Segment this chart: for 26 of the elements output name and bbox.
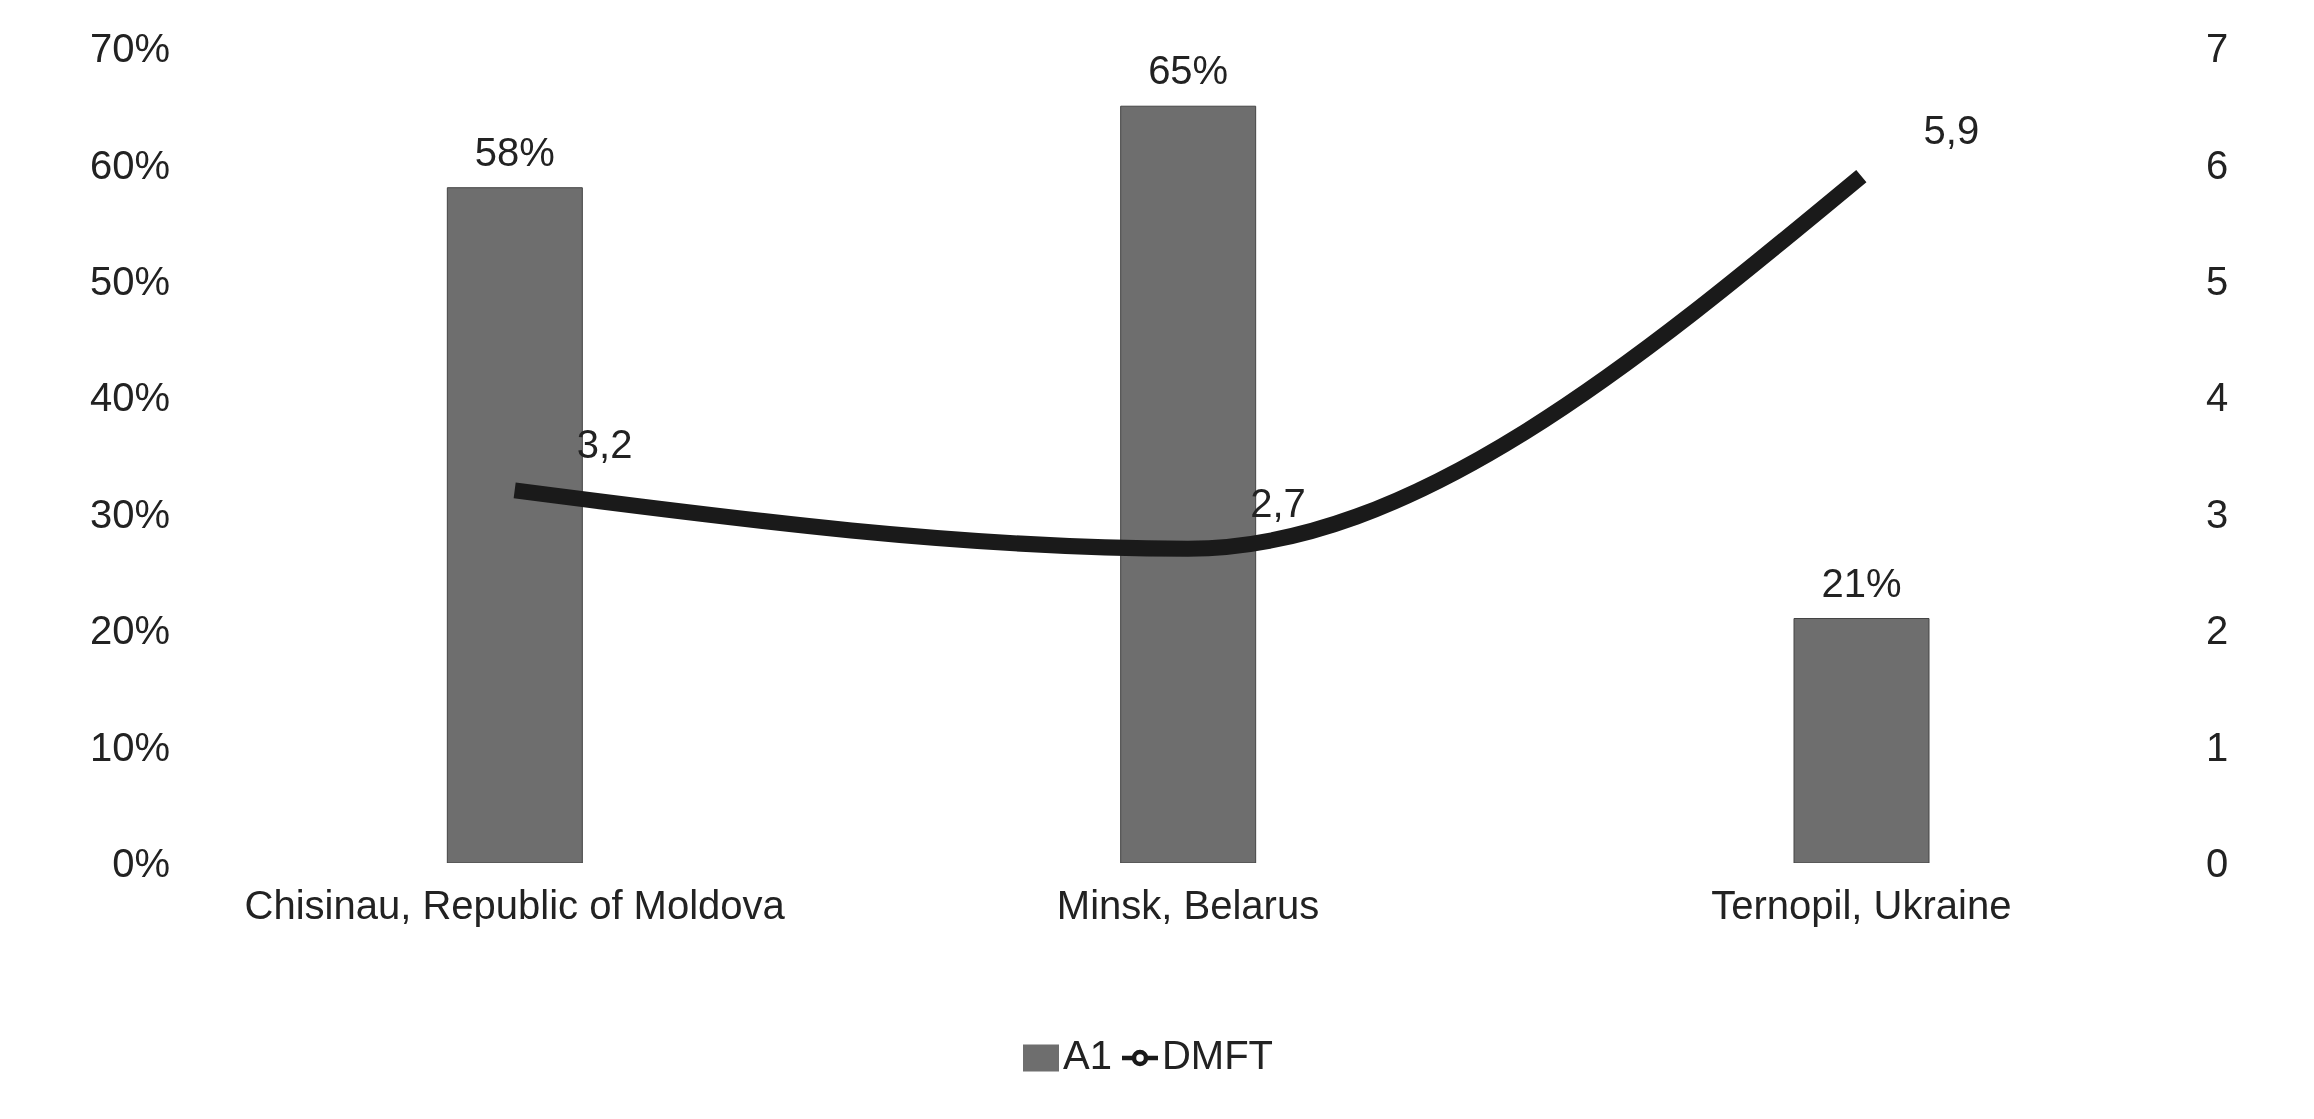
y2-tick-label: 4	[2206, 375, 2229, 420]
y-tick-label: 50%	[89, 259, 170, 304]
y-tick-label: 10%	[89, 724, 170, 769]
y2-tick-label: 2	[2206, 608, 2229, 653]
legend-label: A1	[1062, 1033, 1112, 1077]
y-tick-label: 20%	[89, 608, 170, 653]
y-tick-label: 30%	[89, 491, 170, 536]
data-label: 21%	[1821, 560, 1902, 605]
y2-tick-label: 0	[2206, 841, 2229, 886]
data-label: 58%	[474, 129, 555, 174]
y2-tick-label: 1	[2206, 724, 2229, 769]
data-label: 5,9	[1923, 108, 1980, 153]
x-tick-label: Chisinau, Republic of Moldova	[244, 883, 786, 928]
bar	[1793, 618, 1930, 863]
y-tick-label: 40%	[89, 375, 170, 420]
x-tick-label: Ternopil, Ukraine	[1711, 883, 2012, 928]
y2-tick-label: 6	[2206, 142, 2229, 187]
y2-tick-label: 3	[2206, 491, 2229, 536]
y-tick-label: 60%	[89, 142, 170, 187]
data-label: 65%	[1148, 48, 1229, 93]
y-tick-label: 0%	[112, 841, 170, 886]
y2-tick-label: 7	[2206, 26, 2229, 71]
y-tick-label: 70%	[89, 26, 170, 71]
x-tick-label: Minsk, Belarus	[1056, 883, 1320, 928]
y2-tick-label: 5	[2206, 259, 2229, 304]
legend-label: DMFT	[1161, 1033, 1273, 1077]
